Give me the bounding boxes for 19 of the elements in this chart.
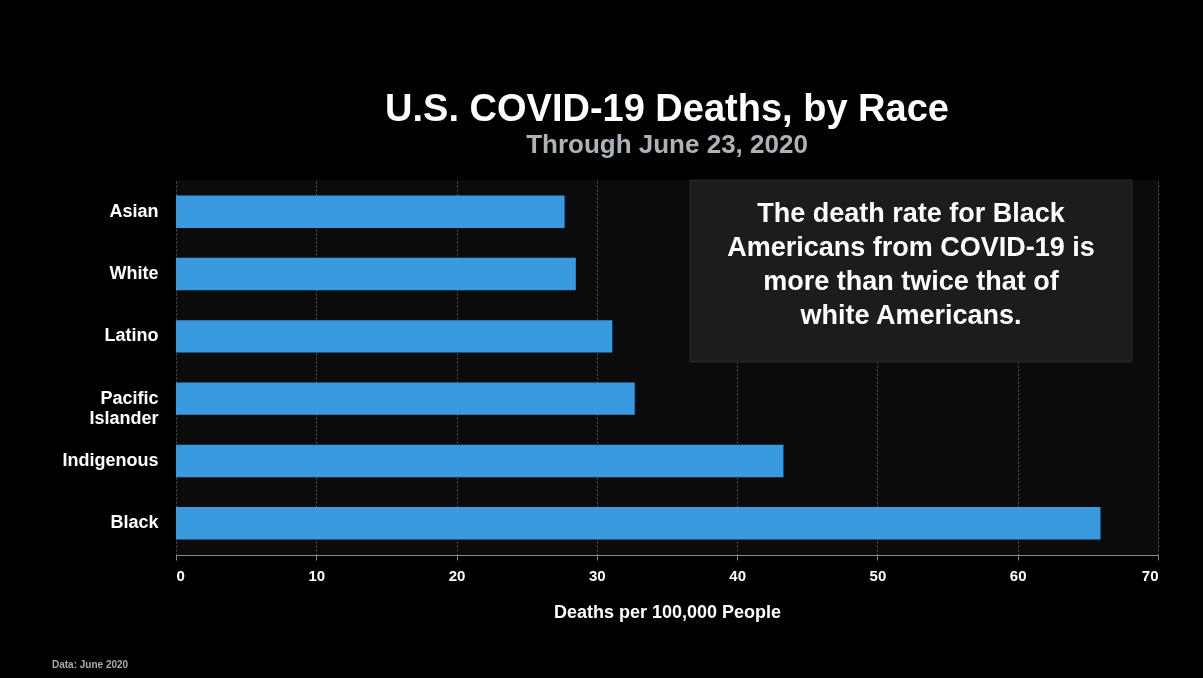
x-tick-label: 0 bbox=[176, 566, 185, 584]
y-tick-label: Latino bbox=[104, 325, 159, 346]
annotation: The death rate for Black Americans from COVID-19 is more than twice that of white Americans. bbox=[727, 198, 1095, 330]
y-tick-label: White bbox=[109, 263, 159, 284]
y-tick-label: Asian bbox=[109, 200, 159, 221]
text: Data: June 2020 bbox=[52, 659, 129, 670]
y-tick-label: Indigenous bbox=[62, 449, 159, 470]
y-tick-label: Pacific Islander bbox=[89, 387, 159, 428]
x-tick-label: 40 bbox=[729, 566, 746, 584]
x-tick-label: 10 bbox=[308, 566, 326, 584]
x-tick-label: 50 bbox=[869, 566, 887, 584]
x-tick-label: 70 bbox=[1141, 566, 1159, 584]
x-axis-title: Deaths per 100,000 People bbox=[553, 601, 782, 622]
x-tick-label: 60 bbox=[1009, 566, 1027, 584]
x-tick-label: 30 bbox=[589, 566, 606, 584]
x-tick-label: 20 bbox=[448, 566, 466, 584]
chart-title: U.S. COVID-19 Deaths, by Race bbox=[385, 86, 949, 129]
chart-subtitle: Through June 23, 2020 bbox=[526, 128, 808, 159]
y-tick-label: Black bbox=[110, 512, 160, 533]
